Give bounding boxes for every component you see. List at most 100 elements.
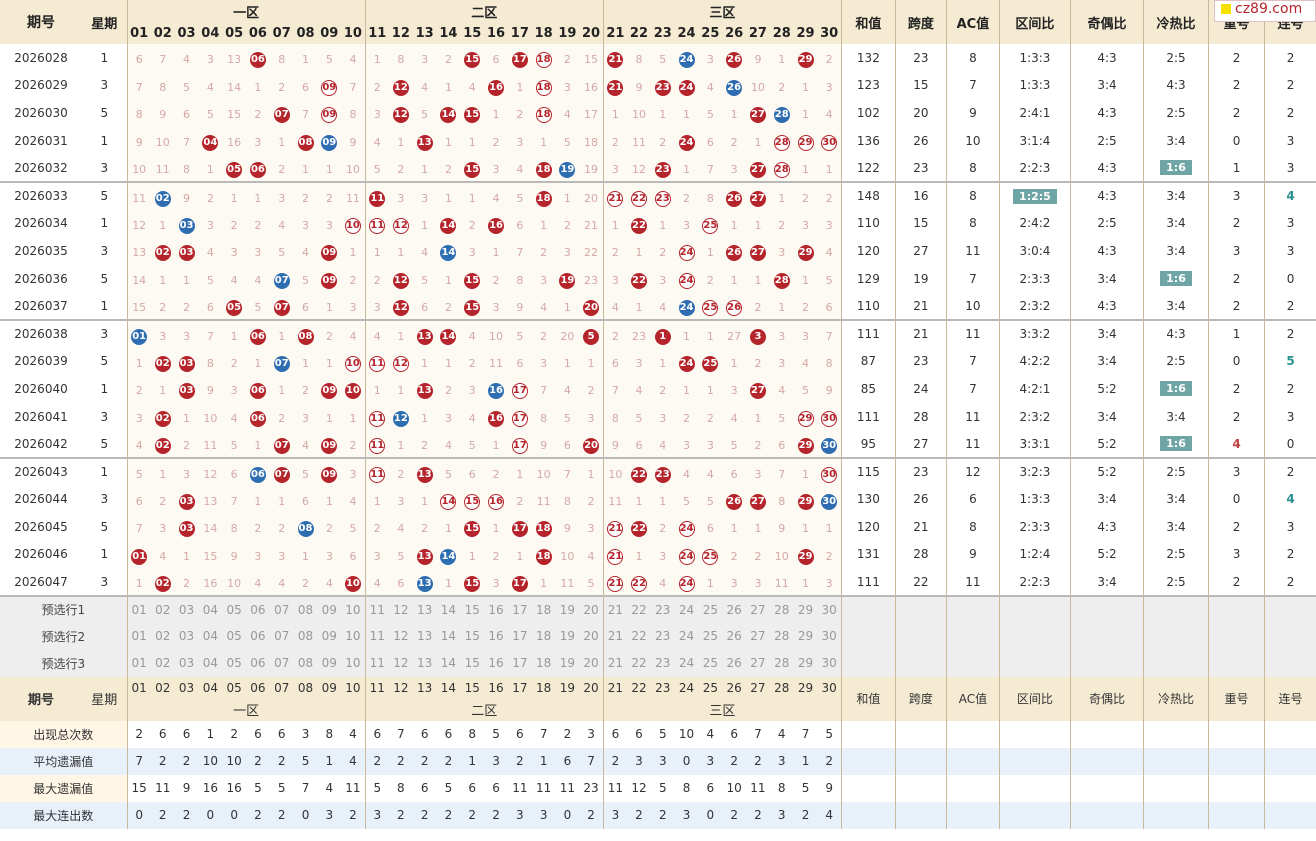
preselect-number[interactable]: 12: [388, 649, 413, 677]
preselect-number[interactable]: 11: [364, 649, 389, 677]
preselect-number[interactable]: 22: [627, 594, 651, 623]
preselect-number[interactable]: 21: [602, 594, 628, 623]
preselect-number[interactable]: 18: [531, 594, 556, 623]
preselect-number[interactable]: 11: [364, 622, 389, 650]
preselect-number[interactable]: 05: [222, 622, 247, 650]
preselect-number[interactable]: 28: [769, 594, 794, 623]
preselect-number[interactable]: 17: [507, 622, 532, 650]
preselect-number[interactable]: 11: [364, 594, 389, 623]
preselect-number[interactable]: 17: [507, 594, 532, 623]
preselect-number[interactable]: 27: [746, 622, 770, 650]
preselect-number[interactable]: 16: [484, 649, 508, 677]
preselect-number[interactable]: 09: [317, 594, 342, 623]
preselect-number[interactable]: 29: [793, 649, 818, 677]
preselect-row[interactable]: 预选行3 01 02 03 04 05 06 07 08 09 10 11 12 13 14 15 16 17 18…: [0, 649, 1316, 677]
preselect-number[interactable]: 13: [412, 622, 437, 650]
preselect-number[interactable]: 09: [317, 622, 342, 650]
footer-issue-header[interactable]: 期号: [28, 693, 55, 709]
preselect-number[interactable]: 30: [817, 594, 842, 623]
preselect-number[interactable]: 25: [698, 622, 723, 650]
preselect-number[interactable]: 23: [650, 622, 675, 650]
preselect-number[interactable]: 06: [246, 594, 270, 623]
preselect-number[interactable]: 25: [698, 649, 723, 677]
preselect-number[interactable]: 05: [222, 649, 247, 677]
preselect-number[interactable]: 27: [746, 649, 770, 677]
preselect-number[interactable]: 19: [555, 594, 580, 623]
preselect-number[interactable]: 08: [293, 594, 318, 623]
preselect-number[interactable]: 03: [174, 622, 199, 650]
preselect-row[interactable]: 预选行2 01 02 03 04 05 06 07 08 09 10 11 12 13 14 15 16 17 18…: [0, 622, 1316, 650]
preselect-number[interactable]: 17: [507, 649, 532, 677]
preselect-number[interactable]: 12: [388, 622, 413, 650]
preselect-number[interactable]: 10: [341, 594, 366, 623]
preselect-number[interactable]: 22: [627, 649, 651, 677]
preselect-number[interactable]: 10: [341, 622, 366, 650]
stat-con-cell: 3: [1264, 237, 1316, 265]
preselect-number[interactable]: 14: [436, 594, 461, 623]
preselect-number[interactable]: 02: [150, 622, 175, 650]
preselect-number[interactable]: 26: [722, 649, 747, 677]
preselect-number[interactable]: 29: [793, 622, 818, 650]
preselect-number[interactable]: 05: [222, 594, 247, 623]
preselect-number[interactable]: 28: [769, 622, 794, 650]
preselect-number[interactable]: 16: [484, 594, 508, 623]
preselect-number[interactable]: 10: [341, 649, 366, 677]
preselect-number[interactable]: 15: [460, 594, 485, 623]
preselect-number[interactable]: 07: [269, 594, 294, 623]
preselect-number[interactable]: 01: [126, 622, 151, 650]
preselect-number[interactable]: 26: [722, 622, 747, 650]
preselect-number[interactable]: 27: [746, 594, 770, 623]
preselect-number[interactable]: 03: [174, 594, 199, 623]
stat-sum-cell: 110: [840, 292, 896, 320]
preselect-number[interactable]: 08: [293, 649, 318, 677]
preselect-number[interactable]: 28: [769, 649, 794, 677]
preselect-number[interactable]: 20: [579, 594, 604, 623]
stat-value: 4:3: [1097, 519, 1117, 534]
preselect-number[interactable]: 30: [817, 622, 842, 650]
preselect-number[interactable]: 07: [269, 622, 294, 650]
preselect-row[interactable]: 预选行1 01 02 03 04 05 06 07 08 09 10 11 12 13 14 15 16 17 18…: [0, 594, 1316, 623]
preselect-number[interactable]: 18: [531, 649, 556, 677]
preselect-number[interactable]: 15: [460, 649, 485, 677]
preselect-number[interactable]: 19: [555, 622, 580, 650]
preselect-number[interactable]: 23: [650, 594, 675, 623]
preselect-number[interactable]: 20: [579, 622, 604, 650]
preselect-number[interactable]: 14: [436, 649, 461, 677]
preselect-number[interactable]: 01: [126, 594, 151, 623]
preselect-number[interactable]: 06: [246, 649, 270, 677]
issue-header[interactable]: 期号: [27, 15, 56, 31]
preselect-number[interactable]: 13: [412, 649, 437, 677]
preselect-number[interactable]: 21: [602, 649, 628, 677]
preselect-number[interactable]: 21: [602, 622, 628, 650]
preselect-number[interactable]: 25: [698, 594, 723, 623]
preselect-number[interactable]: 12: [388, 594, 413, 623]
preselect-number[interactable]: 22: [627, 622, 651, 650]
preselect-number[interactable]: 04: [198, 649, 223, 677]
preselect-number[interactable]: 23: [650, 649, 675, 677]
preselect-number[interactable]: 24: [674, 622, 699, 650]
preselect-number[interactable]: 09: [317, 649, 342, 677]
preselect-number[interactable]: 13: [412, 594, 437, 623]
preselect-number[interactable]: 24: [674, 649, 699, 677]
preselect-number[interactable]: 07: [269, 649, 294, 677]
preselect-number[interactable]: 02: [150, 649, 175, 677]
preselect-number[interactable]: 16: [484, 622, 508, 650]
drawn-ball: 22: [630, 466, 647, 483]
preselect-number[interactable]: 02: [150, 594, 175, 623]
preselect-number[interactable]: 04: [198, 594, 223, 623]
preselect-number[interactable]: 14: [436, 622, 461, 650]
site-logo[interactable]: cz89.com: [1214, 0, 1316, 22]
preselect-number[interactable]: 04: [198, 622, 223, 650]
preselect-number[interactable]: 08: [293, 622, 318, 650]
preselect-number[interactable]: 30: [817, 649, 842, 677]
preselect-number[interactable]: 15: [460, 622, 485, 650]
preselect-number[interactable]: 01: [126, 649, 151, 677]
preselect-number[interactable]: 29: [793, 594, 818, 623]
preselect-number[interactable]: 26: [722, 594, 747, 623]
preselect-number[interactable]: 20: [579, 649, 604, 677]
preselect-number[interactable]: 24: [674, 594, 699, 623]
preselect-number[interactable]: 06: [246, 622, 270, 650]
preselect-number[interactable]: 03: [174, 649, 199, 677]
preselect-number[interactable]: 18: [531, 622, 556, 650]
preselect-number[interactable]: 19: [555, 649, 580, 677]
